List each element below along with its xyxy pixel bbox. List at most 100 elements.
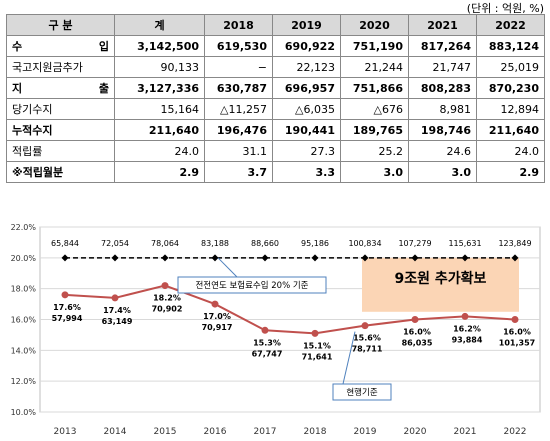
table-cell: 189,765 — [340, 119, 409, 141]
table-cell: △676 — [340, 98, 409, 120]
callout-label-current: 현행기준 — [346, 387, 377, 398]
table-cell: 31.1 — [204, 140, 273, 162]
y-tick-label: 14.0% — [11, 346, 37, 355]
y-tick-label: 12.0% — [11, 377, 37, 386]
table-cell: 21,244 — [340, 56, 409, 78]
table-cell: 90,133 — [114, 56, 205, 78]
x-tick-label: 2017 — [254, 427, 277, 437]
x-tick-label: 2015 — [154, 427, 177, 437]
table-cell: 27.3 — [272, 140, 341, 162]
table-cell: △6,035 — [272, 98, 341, 120]
point-current — [311, 329, 319, 337]
label-current-pct: 17.6% — [53, 303, 81, 312]
point-20pct — [111, 254, 119, 262]
row-label: 당기수지 — [6, 98, 115, 120]
table-cell: 12,894 — [476, 98, 545, 120]
callout-box — [332, 383, 392, 401]
table-cell: 211,640 — [114, 119, 205, 141]
table-cell: − — [204, 56, 273, 78]
row-label: 적립률 — [6, 140, 115, 162]
row-label: 수 입 — [6, 35, 115, 57]
highlight-box — [362, 257, 519, 312]
y-tick-label: 16.0% — [11, 316, 37, 325]
label-current-amt: 70,917 — [202, 323, 233, 332]
table-cell: 870,230 — [476, 77, 545, 99]
point-20pct — [161, 254, 169, 262]
table-cell: 2.9 — [114, 161, 205, 183]
table-cell: 22,123 — [272, 56, 341, 78]
point-20pct — [411, 254, 419, 262]
col-header: 2020 — [340, 14, 409, 36]
x-tick-label: 2014 — [104, 427, 127, 437]
label-20pct: 115,631 — [448, 239, 481, 248]
col-header: 2018 — [204, 14, 273, 36]
table-row: 국고지원금추가 90,133−22,123 21,244 21,747 25,019 — [6, 56, 545, 78]
table-cell: 630,787 — [204, 77, 273, 99]
label-20pct: 83,188 — [201, 239, 229, 248]
label-current-amt: 71,641 — [302, 352, 333, 361]
table-cell: 198,746 — [408, 119, 477, 141]
table-cell: 2.9 — [476, 161, 545, 183]
table-cell: 24.0 — [476, 140, 545, 162]
table-cell: 190,441 — [272, 119, 341, 141]
series-line-current — [64, 284, 516, 335]
table-cell: 25.2 — [340, 140, 409, 162]
table-row: 적립률 24.0 31.1 27.3 25.2 24.6 24.0 — [6, 140, 545, 162]
label-20pct: 72,054 — [101, 239, 129, 248]
point-20pct — [261, 254, 269, 262]
y-tick-label: 10.0% — [11, 408, 37, 417]
x-tick-label: 2018 — [304, 427, 327, 437]
table-row: 지 출 3,127,336 630,787 696,957 751,866 808,283… — [6, 77, 545, 99]
table-cell: 619,530 — [204, 35, 273, 57]
table-cell: 8,981 — [408, 98, 477, 120]
point-20pct — [361, 254, 369, 262]
table-cell: 24.6 — [408, 140, 477, 162]
label-current-pct: 16.0% — [503, 328, 531, 337]
x-tick-label: 2019 — [354, 427, 377, 437]
label-current-pct: 18.2% — [153, 294, 181, 303]
point-20pct — [461, 254, 469, 262]
table-cell: 24.0 — [114, 140, 205, 162]
table-cell: 808,283 — [408, 77, 477, 99]
x-tick-label: 2016 — [204, 427, 227, 437]
row-label: 지 출 — [6, 77, 115, 99]
label-current-pct: 17.4% — [103, 306, 131, 315]
label-20pct: 78,064 — [151, 239, 179, 248]
x-tick-label: 2022 — [504, 427, 527, 437]
table-cell: 3.7 — [204, 161, 273, 183]
finance-table: 구 분 계 2018 2019 2020 2021 2022 수 입 3,142,… — [6, 14, 545, 183]
label-current-amt: 86,035 — [402, 339, 433, 348]
label-20pct: 107,279 — [398, 239, 431, 248]
highlight-text: 9조원 추가확보 — [395, 270, 487, 287]
table-cell: 196,476 — [204, 119, 273, 141]
table-row: 당기수지 15,164 △11,257 △6,035 △676 8,981 12,894 — [6, 98, 545, 120]
label-current-pct: 15.3% — [253, 338, 281, 347]
x-tick-label: 2021 — [454, 427, 477, 437]
x-tick-label: 2020 — [404, 427, 427, 437]
table-cell: 15,164 — [114, 98, 205, 120]
point-20pct — [511, 254, 519, 262]
label-20pct: 95,186 — [301, 239, 329, 248]
point-current — [111, 294, 119, 302]
table-cell: 3.0 — [340, 161, 409, 183]
label-current-pct: 15.1% — [303, 341, 331, 350]
table-cell: 690,922 — [272, 35, 341, 57]
point-20pct — [61, 254, 69, 262]
point-20pct — [311, 254, 319, 262]
row-label: 누적수지 — [6, 119, 115, 141]
callout-box — [177, 276, 327, 294]
row-label: ※적립월분 — [6, 161, 115, 183]
y-tick-label: 18.0% — [11, 285, 37, 294]
table-cell: 21,747 — [408, 56, 477, 78]
point-current — [361, 322, 369, 330]
label-current-amt: 57,994 — [52, 314, 83, 323]
label-20pct: 123,849 — [498, 239, 531, 248]
point-current — [511, 316, 519, 323]
table-cell: 3,142,500 — [114, 35, 205, 57]
label-current-amt: 70,902 — [152, 305, 183, 314]
table-row: 누적수지 211,640 196,476 190,441 189,765 198,746 2… — [6, 119, 545, 141]
col-header: 2019 — [272, 14, 341, 36]
point-current — [261, 326, 269, 334]
table-cell: 211,640 — [476, 119, 545, 141]
table-row: 수 입 3,142,500 619,530 690,922 751,190 817,264… — [6, 35, 545, 57]
